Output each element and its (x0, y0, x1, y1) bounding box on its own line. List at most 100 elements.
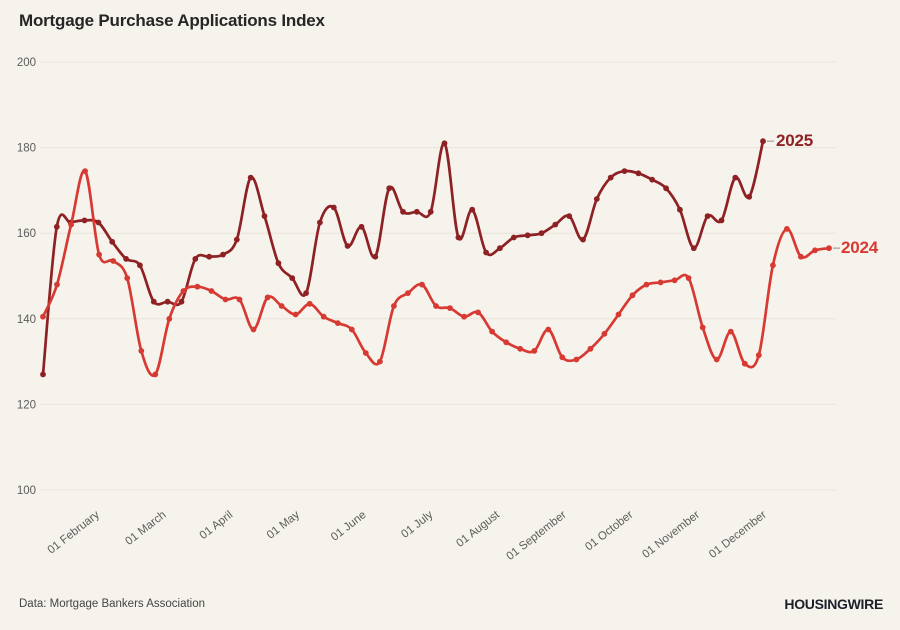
series-label-2025: 2025 (776, 131, 814, 150)
data-point-2024-38 (573, 356, 580, 363)
data-point-2025-20 (317, 219, 323, 226)
data-point-2024-44 (657, 279, 664, 286)
data-point-2025-4 (95, 219, 102, 226)
data-point-2025-39 (580, 236, 586, 243)
data-point-2024-43 (643, 281, 650, 288)
series-line-2024 (41, 169, 831, 377)
data-point-2024-1 (54, 281, 60, 288)
data-point-2025-51 (746, 193, 753, 200)
data-point-2024-8 (152, 371, 159, 378)
data-point-2025-8 (150, 298, 157, 305)
x-axis-label-2: 01 March (123, 509, 168, 548)
data-point-2024-28 (433, 303, 439, 309)
x-axis-label-9: 01 October (583, 509, 635, 554)
data-point-2025-3 (81, 217, 88, 224)
data-point-2024-51 (755, 352, 762, 359)
y-axis-label-180: 180 (17, 143, 36, 155)
data-point-2024-15 (250, 326, 257, 333)
data-point-2025-50 (732, 174, 739, 181)
data-point-2025-6 (123, 256, 129, 262)
data-point-2025-23 (358, 223, 365, 230)
y-axis-label-120: 120 (17, 399, 36, 411)
data-point-2024-53 (784, 226, 790, 232)
data-point-2024-50 (741, 360, 748, 367)
data-point-2024-18 (292, 311, 299, 318)
data-point-2024-19 (306, 300, 313, 307)
data-point-2025-11 (192, 256, 199, 262)
data-point-2024-14 (236, 296, 243, 303)
x-axis-label-4: 01 May (265, 509, 302, 542)
data-point-2024-49 (727, 328, 734, 335)
data-point-2025-29 (441, 140, 448, 147)
data-point-2025-40 (593, 196, 600, 202)
y-axis-label-200: 200 (17, 57, 36, 69)
y-axis-label-160: 160 (17, 228, 36, 240)
data-point-2024-31 (475, 309, 481, 316)
data-point-2025-27 (413, 208, 420, 215)
data-point-2024-37 (559, 354, 566, 361)
data-point-2025-52 (760, 138, 766, 145)
data-point-2025-34 (510, 234, 517, 241)
data-point-2025-35 (524, 232, 531, 239)
data-point-2024-47 (699, 324, 706, 331)
data-point-2024-6 (124, 275, 131, 281)
data-point-2025-30 (455, 234, 462, 241)
data-point-2025-24 (372, 253, 379, 260)
x-axis-label-3: 01 April (198, 509, 236, 542)
data-point-2025-31 (469, 206, 476, 213)
data-point-2024-22 (348, 326, 355, 333)
data-point-2024-10 (180, 288, 187, 294)
data-point-2025-5 (109, 238, 116, 245)
data-point-2024-35 (531, 348, 538, 354)
y-axis-label-100: 100 (17, 485, 36, 497)
data-point-2024-46 (685, 275, 692, 281)
data-point-2024-39 (587, 345, 594, 352)
data-point-2025-10 (178, 298, 185, 305)
data-point-2024-56 (826, 245, 832, 252)
y-axis-label-140: 140 (17, 314, 36, 326)
data-point-2024-3 (82, 168, 88, 175)
data-point-2025-36 (538, 230, 545, 237)
data-point-2024-41 (615, 311, 622, 318)
data-point-2025-33 (497, 245, 503, 252)
data-point-2025-9 (164, 298, 171, 305)
data-point-2025-12 (206, 253, 213, 260)
data-point-2025-1 (53, 223, 60, 230)
data-point-2025-7 (137, 262, 143, 269)
x-axis-label-5: 01 June (329, 509, 369, 544)
data-point-2025-14 (233, 236, 240, 243)
data-point-2025-25 (386, 185, 393, 192)
data-point-2024-42 (629, 292, 636, 299)
data-point-2024-34 (517, 345, 524, 352)
data-point-2024-45 (671, 277, 678, 284)
data-point-2025-26 (400, 208, 406, 215)
data-point-2024-29 (447, 305, 453, 311)
data-point-2025-13 (220, 251, 226, 258)
x-axis-label-11: 01 December (707, 509, 769, 561)
data-point-2025-18 (289, 275, 296, 281)
data-point-2025-28 (427, 208, 434, 215)
x-axis-label-7: 01 August (454, 508, 502, 549)
data-point-2024-12 (208, 288, 215, 294)
data-point-2024-30 (461, 313, 467, 320)
data-point-2025-22 (344, 243, 351, 249)
data-point-2024-20 (320, 313, 327, 320)
data-point-2024-26 (405, 290, 411, 296)
data-point-2024-52 (770, 262, 776, 269)
series-label-2024: 2024 (841, 238, 879, 257)
data-point-2025-48 (704, 213, 711, 220)
data-source-note: Data: Mortgage Bankers Association (19, 598, 206, 610)
data-point-2024-5 (110, 258, 117, 264)
data-point-2024-17 (278, 303, 285, 309)
data-point-2024-11 (194, 283, 201, 290)
data-point-2025-19 (303, 290, 309, 296)
data-point-2024-40 (601, 330, 608, 337)
data-point-2024-9 (166, 315, 173, 322)
data-point-2025-41 (607, 174, 614, 181)
data-point-2024-16 (264, 294, 271, 301)
chart-title: Mortgage Purchase Applications Index (19, 11, 325, 30)
data-point-2024-2 (68, 221, 74, 228)
x-axis-label-8: 01 September (504, 509, 568, 563)
data-point-2024-55 (812, 247, 818, 254)
